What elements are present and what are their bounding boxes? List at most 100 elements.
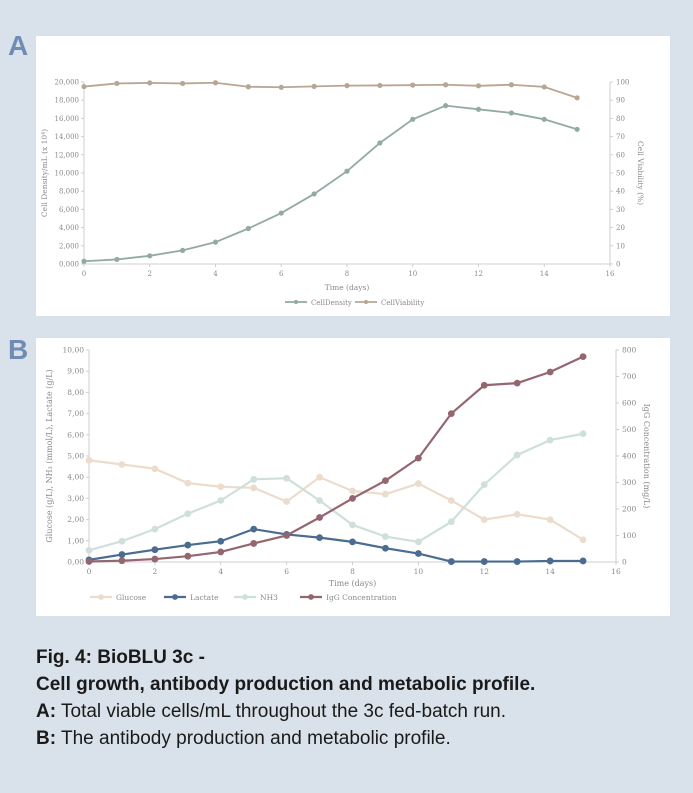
right-axis-tick-label: 400: [622, 452, 637, 461]
x-axis-tick-label: 14: [540, 270, 549, 278]
series-line-cellviability: [83, 81, 578, 99]
caption-prefix-a: A:: [36, 701, 57, 722]
left-axis-tick-label: 2,000: [59, 242, 79, 250]
caption-title-line-1: Fig. 4: BioBLU 3c -: [36, 647, 205, 668]
caption-title-line-2: Cell growth, antibody production and met…: [36, 674, 536, 695]
data-point-cellviability: [541, 84, 547, 90]
left-axis-tick-label: 6,000: [59, 206, 79, 214]
data-point-cellviability: [377, 82, 383, 89]
data-point-cellviability: [508, 82, 514, 88]
data-point-celldensity: [377, 140, 383, 146]
right-axis-tick-label: 0: [622, 558, 627, 567]
data-point-igg-concentration: [480, 381, 488, 389]
panel-label-a: A: [8, 30, 29, 61]
x-axis-tick-label: 6: [279, 270, 284, 278]
data-point-igg-concentration: [414, 454, 422, 462]
data-point-glucose: [316, 473, 323, 481]
data-point-celldensity: [443, 103, 449, 109]
data-point-igg-concentration: [546, 368, 554, 376]
data-point-lactate: [382, 544, 389, 552]
data-point-cellviability: [212, 80, 219, 86]
data-point-celldensity: [475, 106, 482, 112]
right-axis-tick-label: 20: [616, 224, 625, 232]
right-axis-tick-label: 500: [622, 425, 637, 434]
data-point-lactate: [184, 541, 192, 549]
data-point-lactate: [151, 546, 159, 554]
data-point-glucose: [414, 480, 422, 487]
data-point-igg-concentration: [250, 540, 258, 547]
data-point-cellviability: [410, 82, 416, 88]
data-point-igg-concentration: [579, 353, 587, 361]
data-point-glucose: [85, 456, 93, 464]
data-point-nh3: [513, 451, 521, 459]
caption-line-a: A: Total viable cells/mL throughout the …: [36, 698, 676, 725]
data-point-igg-concentration: [382, 477, 389, 485]
x-axis-tick-label: 8: [345, 270, 349, 278]
x-axis-tick-label: 2: [148, 270, 152, 278]
data-point-glucose: [546, 516, 554, 523]
data-point-nh3: [217, 497, 225, 504]
legend-swatch-marker-glucose: [98, 594, 104, 600]
figure-caption: Fig. 4: BioBLU 3c - Cell growth, antibod…: [36, 644, 676, 752]
data-point-celldensity: [574, 126, 580, 132]
data-point-lactate: [414, 550, 422, 557]
legend-label-igg-concentration: IgG Concentration: [326, 593, 397, 602]
data-point-cellviability: [81, 83, 87, 90]
x-axis-tick-label: 16: [611, 567, 621, 576]
data-point-glucose: [513, 510, 521, 518]
data-point-nh3: [151, 525, 159, 533]
data-point-glucose: [217, 483, 225, 491]
data-point-igg-concentration: [349, 495, 356, 502]
x-axis-tick-label: 12: [479, 567, 489, 576]
caption-text-b: The antibody production and metabolic pr…: [56, 728, 451, 749]
data-point-nh3: [349, 521, 356, 529]
left-axis-tick-label: 9,00: [67, 367, 84, 376]
left-axis-tick-label: 1,00: [67, 536, 84, 545]
data-point-cellviability: [114, 80, 120, 87]
left-axis-tick-label: 16,000: [55, 115, 80, 123]
data-point-nh3: [316, 497, 323, 504]
data-point-nh3: [546, 436, 554, 444]
x-axis-title: Time (days): [325, 283, 370, 292]
data-point-igg-concentration: [283, 532, 291, 539]
data-point-cellviability: [574, 95, 580, 101]
right-axis-tick-label: 100: [616, 79, 629, 87]
data-point-celldensity: [541, 116, 547, 122]
right-axis-tick-label: 90: [616, 97, 625, 105]
data-point-celldensity: [278, 210, 284, 216]
left-axis-tick-label: 3,00: [67, 494, 84, 503]
x-axis-tick-label: 4: [213, 270, 218, 278]
data-point-celldensity: [180, 247, 186, 253]
data-point-igg-concentration: [184, 552, 192, 560]
series-line-igg-concentration: [88, 355, 584, 563]
right-axis-tick-label: 30: [616, 206, 625, 214]
legend-label-lactate: Lactate: [190, 593, 219, 602]
data-point-nh3: [447, 518, 455, 526]
x-axis-tick-label: 10: [408, 270, 417, 278]
data-point-celldensity: [410, 116, 416, 122]
caption-line-b: B: The antibody production and metabolic…: [36, 725, 676, 752]
right-axis-title: Cell Viability (%): [636, 141, 645, 205]
right-axis-tick-label: 700: [622, 372, 637, 381]
data-point-cellviability: [311, 83, 317, 89]
legend-label-glucose: Glucose: [116, 593, 147, 602]
data-point-lactate: [316, 534, 323, 542]
data-point-igg-concentration: [217, 548, 225, 556]
legend-swatch-marker-igg-concentration: [308, 594, 314, 600]
left-axis-tick-label: 6,00: [67, 430, 84, 439]
data-point-celldensity: [508, 110, 514, 116]
x-axis-tick-label: 2: [152, 567, 157, 576]
data-point-celldensity: [212, 239, 219, 245]
data-point-nh3: [250, 475, 258, 483]
data-point-nh3: [184, 510, 192, 518]
data-point-lactate: [447, 558, 455, 565]
x-axis-title: Time (days): [329, 579, 377, 588]
left-axis-tick-label: 4,000: [59, 224, 79, 232]
data-point-glucose: [118, 461, 126, 468]
right-axis-tick-label: 40: [616, 188, 625, 196]
right-axis-tick-label: 60: [616, 151, 625, 159]
data-point-cellviability: [443, 82, 449, 88]
data-point-glucose: [382, 490, 389, 498]
left-axis-tick-label: 0,00: [67, 558, 84, 567]
